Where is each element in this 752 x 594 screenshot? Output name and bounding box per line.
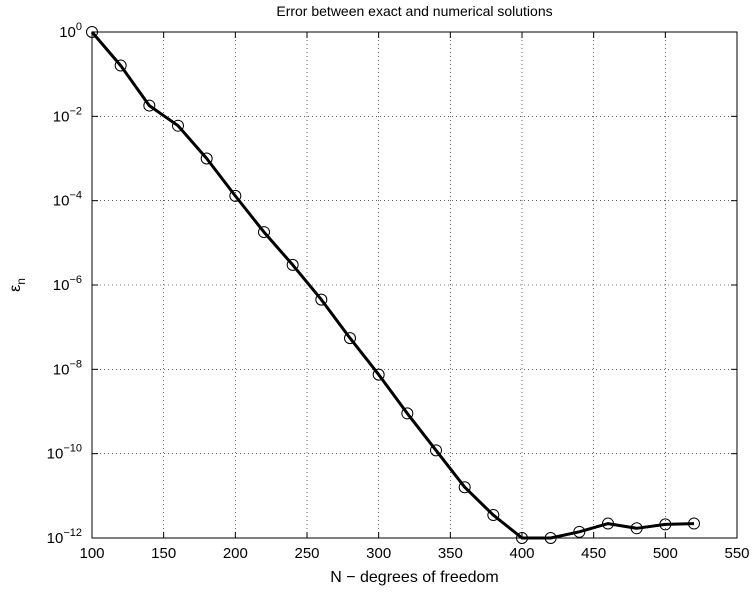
data-point-marker xyxy=(172,119,184,132)
data-point-marker xyxy=(602,517,614,530)
data-point-marker xyxy=(401,407,414,420)
x-tick-label: 200 xyxy=(223,545,248,562)
y-tick-label: 100 xyxy=(59,21,82,41)
x-tick-label: 500 xyxy=(653,545,678,562)
data-point-marker xyxy=(659,518,672,531)
data-point-marker xyxy=(286,258,299,271)
grid xyxy=(92,32,737,538)
x-tick-label: 300 xyxy=(366,545,391,562)
data-point-marker xyxy=(143,99,156,112)
data-point-marker xyxy=(86,26,98,38)
y-tick-label: 10−12 xyxy=(47,527,82,547)
data-point-marker xyxy=(200,152,213,165)
data-point-marker xyxy=(315,293,328,306)
x-tick-label: 150 xyxy=(151,545,176,562)
x-tick-label: 100 xyxy=(79,545,104,562)
y-axis-label-subscript: n xyxy=(14,278,28,285)
data-point-marker xyxy=(688,517,700,530)
y-tick-label: 10−10 xyxy=(47,443,82,463)
x-axis-label: N − degrees of freedom xyxy=(330,569,499,586)
data-point-marker xyxy=(573,525,586,538)
data-point-marker xyxy=(114,59,127,72)
error-series-line xyxy=(90,31,695,540)
data-point-marker xyxy=(430,444,442,457)
error-series-markers xyxy=(86,26,700,544)
y-tick-label: 10−4 xyxy=(53,190,82,210)
y-tick-label: 10−2 xyxy=(53,105,82,125)
data-point-marker xyxy=(487,509,500,522)
x-tick-label: 350 xyxy=(438,545,463,562)
x-tick-label: 250 xyxy=(294,545,319,562)
x-tick-label: 450 xyxy=(581,545,606,562)
chart-title: Error between exact and numerical soluti… xyxy=(276,3,552,19)
y-axis-label: εn xyxy=(7,278,28,292)
y-tick-label: 10−8 xyxy=(53,358,82,378)
data-point-marker xyxy=(372,368,385,381)
x-tick-label: 400 xyxy=(509,545,534,562)
y-axis-label-symbol: ε xyxy=(7,285,24,292)
data-point-marker xyxy=(516,532,528,544)
data-point-marker xyxy=(344,332,356,345)
data-point-marker xyxy=(229,189,242,202)
data-point-marker xyxy=(544,532,557,544)
x-axis-ticks: 100 150 200 250 300 350 400 450 500 550 xyxy=(79,32,750,562)
data-point-marker xyxy=(630,522,643,535)
y-tick-label: 10−6 xyxy=(53,274,82,294)
data-point-marker xyxy=(458,481,471,494)
x-tick-label: 550 xyxy=(724,545,749,562)
data-point-marker xyxy=(258,226,270,239)
y-axis-ticks: 100 10−2 10−4 10−6 10−8 10−10 10−12 xyxy=(47,21,737,547)
